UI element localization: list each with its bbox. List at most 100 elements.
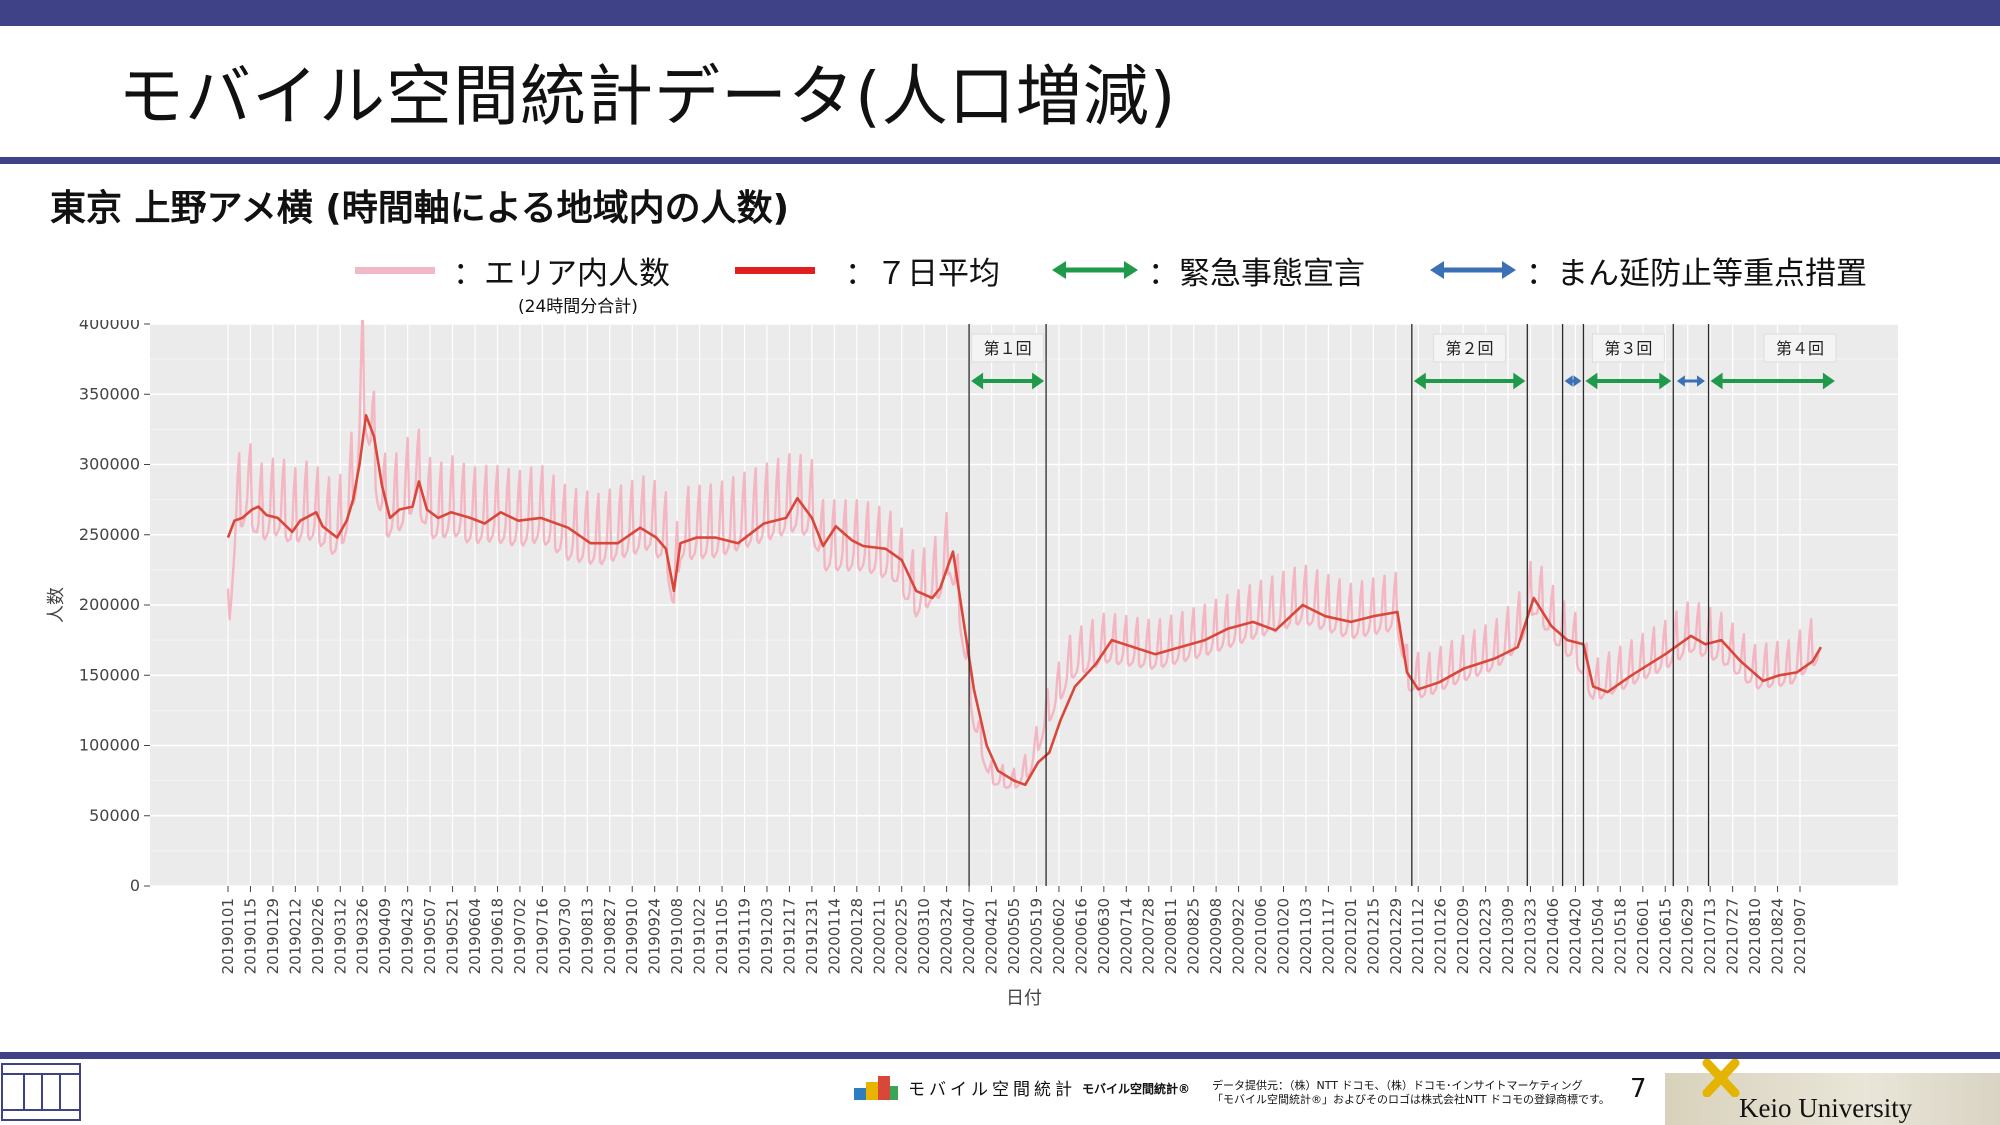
page-number: 7 [1630,1074,1647,1104]
period-label-box [1763,333,1837,363]
period-label: 第１回 [984,339,1032,358]
legend-priority: ：まん延防止等重点措置 [1430,248,1867,292]
x-tick-label: 20191231 [803,898,821,974]
x-tick-label: 20200714 [1117,898,1135,974]
x-tick-label: 20190326 [354,898,372,974]
chart-subtitle: 東京 上野アメ横 (時間軸による地域内の人数) [50,188,790,229]
y-tick-label: 0 [130,876,140,895]
pen-emblem-icon [1702,1059,1740,1097]
x-tick-label: 20191105 [713,898,731,974]
keio-university-logo: Keio University [1665,1059,2000,1125]
x-tick-label: 20201117 [1319,898,1337,974]
legend-average-label: ：７日平均 [845,255,1000,292]
x-tick-label: 20201006 [1252,898,1270,974]
double-arrow-icon [1052,261,1138,279]
x-tick-label: 20190924 [646,898,664,974]
title-divider [0,157,2000,164]
x-tick-label: 20200728 [1140,898,1158,974]
y-tick-label: 200000 [79,595,140,614]
x-tick-label: 20210824 [1769,898,1787,974]
x-tick-label: 20200421 [983,898,1001,974]
footer-brand-logo: モバイル空間統計 [852,1072,1076,1102]
x-tick-label: 20210504 [1589,898,1607,974]
legend-emergency-label: ：緊急事態宣言 [1148,255,1365,292]
footer-credit-line: 「モバイル空間統計®」およびそのロゴは株式会社NTT ドコモの登録商標です。 [1212,1093,1610,1106]
footer-credit-line: データ提供元：（株）NTT ドコモ、（株）ドコモ･インサイトマーケティング [1212,1079,1583,1092]
slide-title: モバイル空間統計データ(人口増減) [118,58,1177,135]
x-tick-label: 20191119 [736,898,754,974]
x-tick-label: 20210323 [1522,898,1540,974]
x-tick-label: 20190101 [219,898,237,974]
legend-priority-label: ：まん延防止等重点措置 [1526,255,1867,292]
x-tick-label: 20190604 [466,898,484,974]
x-tick-label: 20200908 [1207,898,1225,974]
x-tick-label: 20210223 [1477,898,1495,974]
x-tick-label: 20200225 [893,898,911,974]
x-tick-label: 20200128 [848,898,866,974]
x-tick-label: 20191203 [758,898,776,974]
priority-period-arrow-head [1573,375,1582,387]
x-tick-label: 20190409 [376,898,394,974]
priority-period-arrow-head [1696,375,1705,387]
x-tick-label: 20210810 [1746,898,1764,974]
x-tick-label: 20190716 [533,898,551,974]
y-tick-label: 50000 [89,806,140,825]
x-tick-label: 20190813 [578,898,596,974]
y-tick-label: 150000 [79,665,140,684]
emergency-period-arrow-head [1032,372,1045,390]
y-tick-label: 100000 [79,736,140,755]
x-tick-label: 20210907 [1791,898,1809,974]
x-tick-label: 20190618 [488,898,506,974]
x-tick-label: 20200211 [870,898,888,974]
x-tick-label: 20201229 [1387,898,1405,974]
x-tick-label: 20210420 [1566,898,1584,974]
period-label: 第４回 [1776,339,1824,358]
population-chart: 0 50000 100000 150000 200000 250000 300000 3500… [46,320,1898,1009]
x-tick-label: 20210518 [1611,898,1629,974]
x-tick-label: 20190226 [309,898,327,974]
x-tick-label: 20210713 [1701,898,1719,974]
x-tick-label: 20200324 [938,898,956,974]
x-tick-label: 20200811 [1162,898,1180,974]
x-tick-label: 20200407 [960,898,978,974]
x-tick-label: 20191217 [780,898,798,974]
double-arrow-icon [1430,261,1516,279]
emergency-period-arrow-head [1659,372,1672,390]
x-tick-label: 20210126 [1432,898,1450,974]
x-tick-label: 20210209 [1454,898,1472,974]
period-label-box [971,333,1045,363]
university-name: Keio University [1739,1093,1913,1123]
x-tick-label: 20210309 [1499,898,1517,974]
priority-period-arrow-head [1564,375,1573,387]
y-tick-label: 350000 [79,384,140,403]
x-tick-label: 20210727 [1724,898,1742,974]
x-tick-label: 20190702 [511,898,529,974]
x-tick-label: 20190115 [241,898,259,974]
x-tick-label: 20200114 [825,898,843,974]
footer-credit: データ提供元：（株）NTT ドコモ、（株）ドコモ･インサイトマーケティング 「モ… [1212,1079,1610,1107]
x-tick-label: 20201103 [1297,898,1315,974]
legend-area: ：エリア内人数 [355,248,670,292]
x-tick-label: 20190507 [421,898,439,974]
period-label: 第３回 [1604,339,1652,358]
legend-area-note: (24時間分合計) [518,297,638,317]
emergency-period-arrow-head [1822,372,1835,390]
series-average-line [226,414,1823,787]
x-tick-label: 20200922 [1230,898,1248,974]
period-label: 第２回 [1446,339,1494,358]
legend-emergency: ：緊急事態宣言 [1052,248,1365,292]
legend-area-label: ：エリア内人数 [453,255,670,292]
x-tick-label: 20210629 [1679,898,1697,974]
footer-brand-text: モバイル空間統計 [908,1079,1076,1100]
emergency-period-arrow-head [1710,372,1723,390]
x-tick-label: 20200505 [1005,898,1023,974]
legend-average-swatch [735,266,815,274]
x-tick-label: 20190129 [264,898,282,974]
legend-average: ：７日平均 [735,248,1000,292]
footer-registered-mark: モバイル空間統計® [1082,1082,1191,1096]
priority-period-arrow-head [1676,375,1685,387]
x-tick-label: 20190312 [331,898,349,974]
x-tick-label: 20200602 [1050,898,1068,974]
x-tick-label: 20200616 [1072,898,1090,974]
x-tick-label: 20210112 [1409,898,1427,974]
